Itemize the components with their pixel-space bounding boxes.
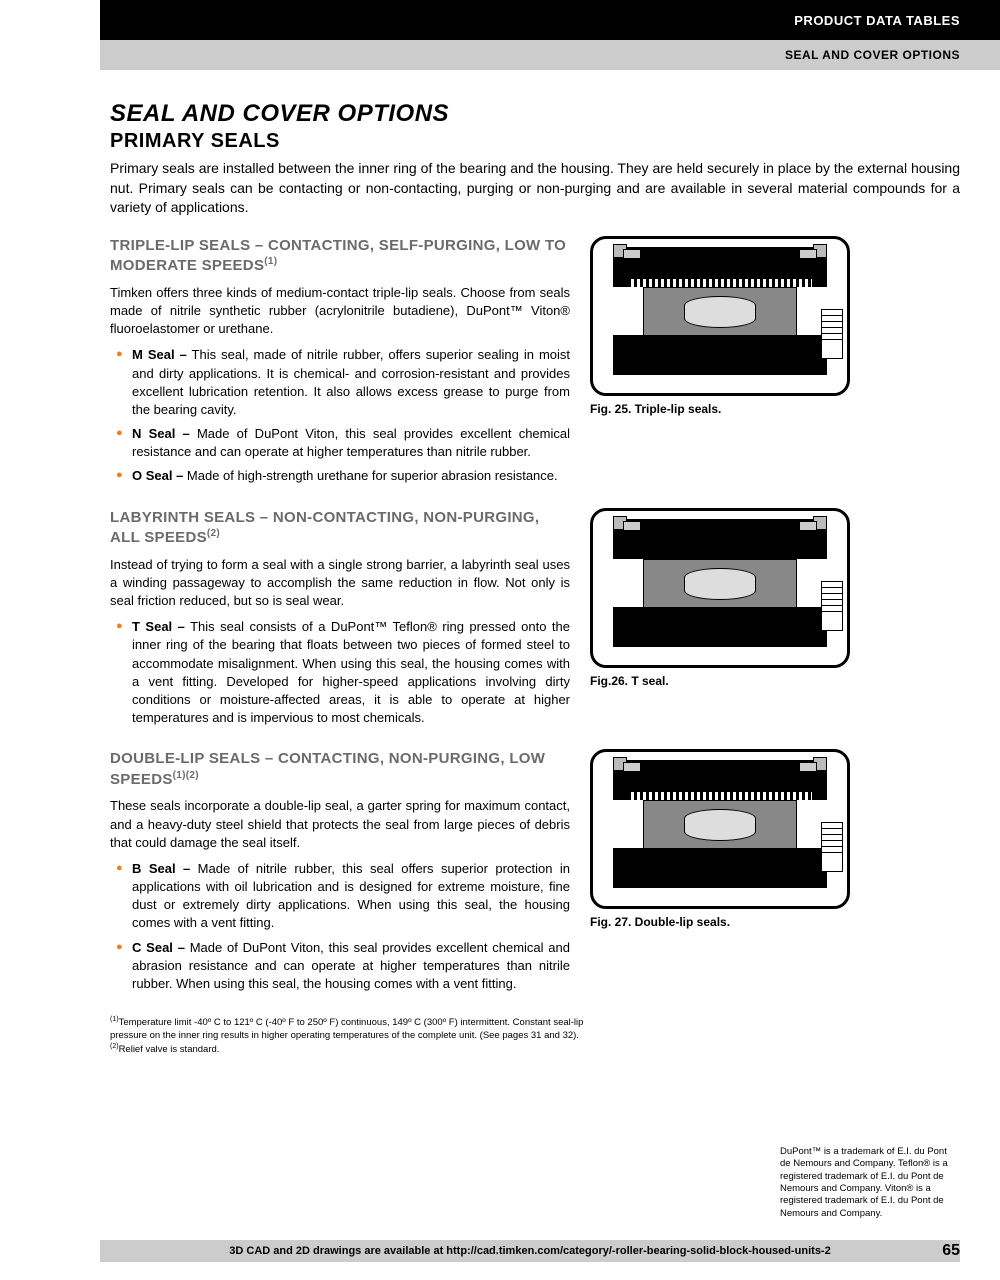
header-top-bar: PRODUCT DATA TABLES [100, 0, 1000, 40]
list-item: O Seal – Made of high-strength urethane … [116, 467, 570, 485]
section-body: Instead of trying to form a seal with a … [110, 556, 570, 611]
list-item: N Seal – Made of DuPont Viton, this seal… [116, 425, 570, 461]
figure-25 [590, 236, 850, 396]
figure-26 [590, 508, 850, 668]
header-top-text: PRODUCT DATA TABLES [794, 13, 960, 28]
figure-caption: Fig.26. T seal. [590, 674, 850, 688]
footnotes: (1)Temperature limit -40º C to 121º C (-… [110, 1015, 610, 1056]
list-item: M Seal – This seal, made of nitrile rubb… [116, 346, 570, 419]
header-sub-bar: SEAL AND COVER OPTIONS [100, 40, 1000, 70]
section-heading: DOUBLE-LIP SEALS – CONTACTING, NON-PURGI… [110, 749, 570, 789]
figure-27 [590, 749, 850, 909]
seal-list: T Seal – This seal consists of a DuPont™… [116, 618, 570, 727]
section-labyrinth: LABYRINTH SEALS – NON-CONTACTING, NON-PU… [110, 508, 960, 734]
list-item: T Seal – This seal consists of a DuPont™… [116, 618, 570, 727]
list-item: B Seal – Made of nitrile rubber, this se… [116, 860, 570, 933]
section-body: Timken offers three kinds of medium-cont… [110, 284, 570, 339]
footer-bar: 3D CAD and 2D drawings are available at … [100, 1240, 960, 1262]
intro-paragraph: Primary seals are installed between the … [110, 159, 960, 218]
seal-list: M Seal – This seal, made of nitrile rubb… [116, 346, 570, 485]
section-heading: TRIPLE-LIP SEALS – CONTACTING, SELF-PURG… [110, 236, 570, 276]
list-item: C Seal – Made of DuPont Viton, this seal… [116, 939, 570, 994]
trademark-note: DuPont™ is a trademark of E.I. du Pont d… [780, 1146, 960, 1220]
header-sub-text: SEAL AND COVER OPTIONS [785, 48, 960, 62]
section-heading: LABYRINTH SEALS – NON-CONTACTING, NON-PU… [110, 508, 570, 548]
section-double-lip: DOUBLE-LIP SEALS – CONTACTING, NON-PURGI… [110, 749, 960, 999]
section-triple-lip: TRIPLE-LIP SEALS – CONTACTING, SELF-PURG… [110, 236, 960, 492]
section-body: These seals incorporate a double-lip sea… [110, 797, 570, 852]
page-title: SEAL AND COVER OPTIONS [110, 100, 960, 128]
seal-list: B Seal – Made of nitrile rubber, this se… [116, 860, 570, 993]
page-subtitle: PRIMARY SEALS [110, 130, 960, 153]
figure-caption: Fig. 25. Triple-lip seals. [590, 402, 850, 416]
page-number: 65 [942, 1242, 960, 1260]
figure-caption: Fig. 27. Double-lip seals. [590, 915, 850, 929]
